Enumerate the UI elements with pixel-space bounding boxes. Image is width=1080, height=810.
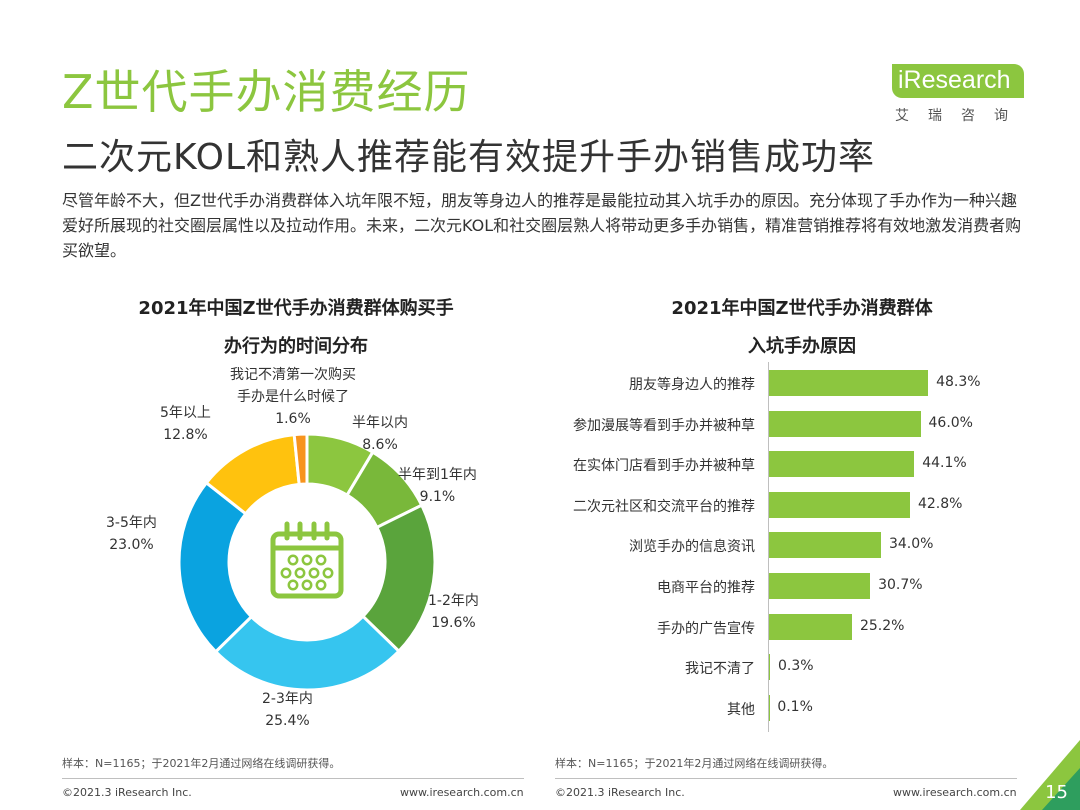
donut-label-5-name-0: 5年以上 <box>160 405 211 421</box>
donut-label-2-value: 19.6% <box>431 615 476 631</box>
calendar-dot-4 <box>294 567 306 579</box>
logo-cn-text: 艾瑞咨询 <box>895 108 1027 124</box>
footer-divider-left <box>62 778 524 779</box>
bar-value-8: 0.1% <box>777 698 813 715</box>
page-subtitle: 二次元KOL和熟人推荐能有效提升手办销售成功率 <box>62 137 876 178</box>
calendar-frame <box>270 531 344 599</box>
bar-value-3: 42.8% <box>917 495 963 512</box>
page-number: 15 <box>1045 782 1068 803</box>
donut-label-4-name-0: 3-5年内 <box>106 515 157 531</box>
bar-6 <box>769 613 852 640</box>
bar-3 <box>769 491 910 518</box>
footer-copyright-left: ©2021.3 iResearch Inc. <box>62 786 192 799</box>
bar-value-6: 25.2% <box>859 617 905 634</box>
bar-category-2: 在实体门店看到手办并被种草 <box>573 458 755 475</box>
iresearch-logo: iResearch 艾瑞咨询 <box>892 64 1030 126</box>
donut-label-3-name-0: 2-3年内 <box>262 691 313 707</box>
donut-label-6-value: 1.6% <box>275 411 311 427</box>
bar-category-3: 二次元社区和交流平台的推荐 <box>573 498 755 515</box>
logo-text: iResearch <box>898 66 1011 94</box>
bar-2 <box>769 451 915 478</box>
bar-4 <box>769 532 881 559</box>
donut-title-line-2: 办行为的时间分布 <box>224 336 368 357</box>
logo-badge: iResearch <box>892 64 1024 98</box>
footer-url-right[interactable]: www.iresearch.com.cn <box>893 786 1017 799</box>
donut-label-4: 3-5年内 23.0% <box>106 512 157 556</box>
calendar-dot-3 <box>280 567 292 579</box>
donut-label-1-name-0: 半年到1年内 <box>398 467 477 483</box>
bar-category-6: 手办的广告宣传 <box>657 620 755 637</box>
calendar-dot-5 <box>308 567 320 579</box>
bar-category-0: 朋友等身边人的推荐 <box>629 377 755 393</box>
calendar-dot-1 <box>301 554 313 566</box>
bar-category-5: 电商平台的推荐 <box>657 580 755 596</box>
donut-label-6: 我记不清第一次购买 手办是什么时候了 1.6% <box>230 364 356 430</box>
donut-label-0: 半年以内 8.6% <box>352 412 408 456</box>
calendar-dot-7 <box>287 579 299 591</box>
bar-category-4: 浏览手办的信息资讯 <box>629 539 755 556</box>
right-sample-note: 样本：N=1165；于2021年2月通过网络在线调研获得。 <box>555 757 834 770</box>
bar-value-5: 30.7% <box>878 577 923 593</box>
donut-label-5: 5年以上 12.8% <box>160 402 211 446</box>
bar-title-line-2: 入坑手办原因 <box>748 336 856 357</box>
bar-value-7: 0.3% <box>777 658 814 675</box>
left-sample-note: 样本：N=1165；于2021年2月通过网络在线调研获得。 <box>62 757 341 770</box>
bar-value-2: 44.1% <box>922 455 967 472</box>
bar-value-4: 34.0% <box>888 536 934 553</box>
donut-label-1-value: 9.1% <box>419 489 456 505</box>
footer-copyright-right: ©2021.3 iResearch Inc. <box>555 786 685 799</box>
donut-slice-6 <box>292 432 309 487</box>
bar-category-8: 其他 <box>727 701 755 718</box>
bar-chart-title: 2021年中国Z世代手办消费群体 入坑手办原因 <box>602 290 1002 366</box>
donut-label-3: 2-3年内 25.4% <box>262 688 313 732</box>
corner-decoration <box>1020 740 1080 810</box>
donut-slice-3 <box>213 614 401 692</box>
donut-label-2: 1-2年内 19.6% <box>428 590 479 634</box>
bar-5 <box>769 573 871 599</box>
donut-label-4-value: 23.0% <box>109 537 154 553</box>
bar-value-0: 48.3% <box>936 374 981 390</box>
bar-value-1: 46.0% <box>928 414 973 431</box>
donut-title-line-1: 2021年中国Z世代手办消费群体购买手 <box>138 298 454 319</box>
bar-category-1: 参加漫展等看到手办并被种草 <box>573 417 755 434</box>
bar-category-7: 我记不清了 <box>685 661 755 678</box>
footer-divider-right <box>555 778 1017 779</box>
donut-label-5-value: 12.8% <box>163 427 208 443</box>
donut-label-0-value: 8.6% <box>362 437 398 453</box>
donut-label-0-name-0: 半年以内 <box>352 415 408 431</box>
donut-chart <box>177 432 437 692</box>
bar-0 <box>769 370 929 396</box>
calendar-dot-0 <box>287 554 299 566</box>
footer-url-left[interactable]: www.iresearch.com.cn <box>400 786 524 799</box>
donut-label-6-name-1: 手办是什么时候了 <box>237 389 349 405</box>
calendar-dot-8 <box>301 579 313 591</box>
bar-7 <box>769 654 770 681</box>
intro-paragraph: 尽管年龄不大，但Z世代手办消费群体入坑年限不短，朋友等身边人的推荐是最能拉动其入… <box>62 191 1022 260</box>
bar-axis-line <box>768 362 769 732</box>
calendar-icon <box>270 521 344 599</box>
page-title: Z世代手办消费经历 <box>62 65 471 119</box>
donut-label-3-value: 25.4% <box>265 713 310 729</box>
calendar-dot-9 <box>315 579 327 591</box>
calendar-dot-2 <box>315 554 327 566</box>
donut-label-2-name-0: 1-2年内 <box>428 593 479 609</box>
corner-triangle-dark <box>1042 768 1080 810</box>
donut-label-6-name-0: 我记不清第一次购买 <box>230 367 356 383</box>
bar-1 <box>769 410 921 437</box>
bar-title-line-1: 2021年中国Z世代手办消费群体 <box>671 298 933 319</box>
donut-chart-title: 2021年中国Z世代手办消费群体购买手 办行为的时间分布 <box>96 290 496 366</box>
donut-label-1: 半年到1年内 9.1% <box>398 464 477 508</box>
calendar-dot-6 <box>322 567 334 579</box>
